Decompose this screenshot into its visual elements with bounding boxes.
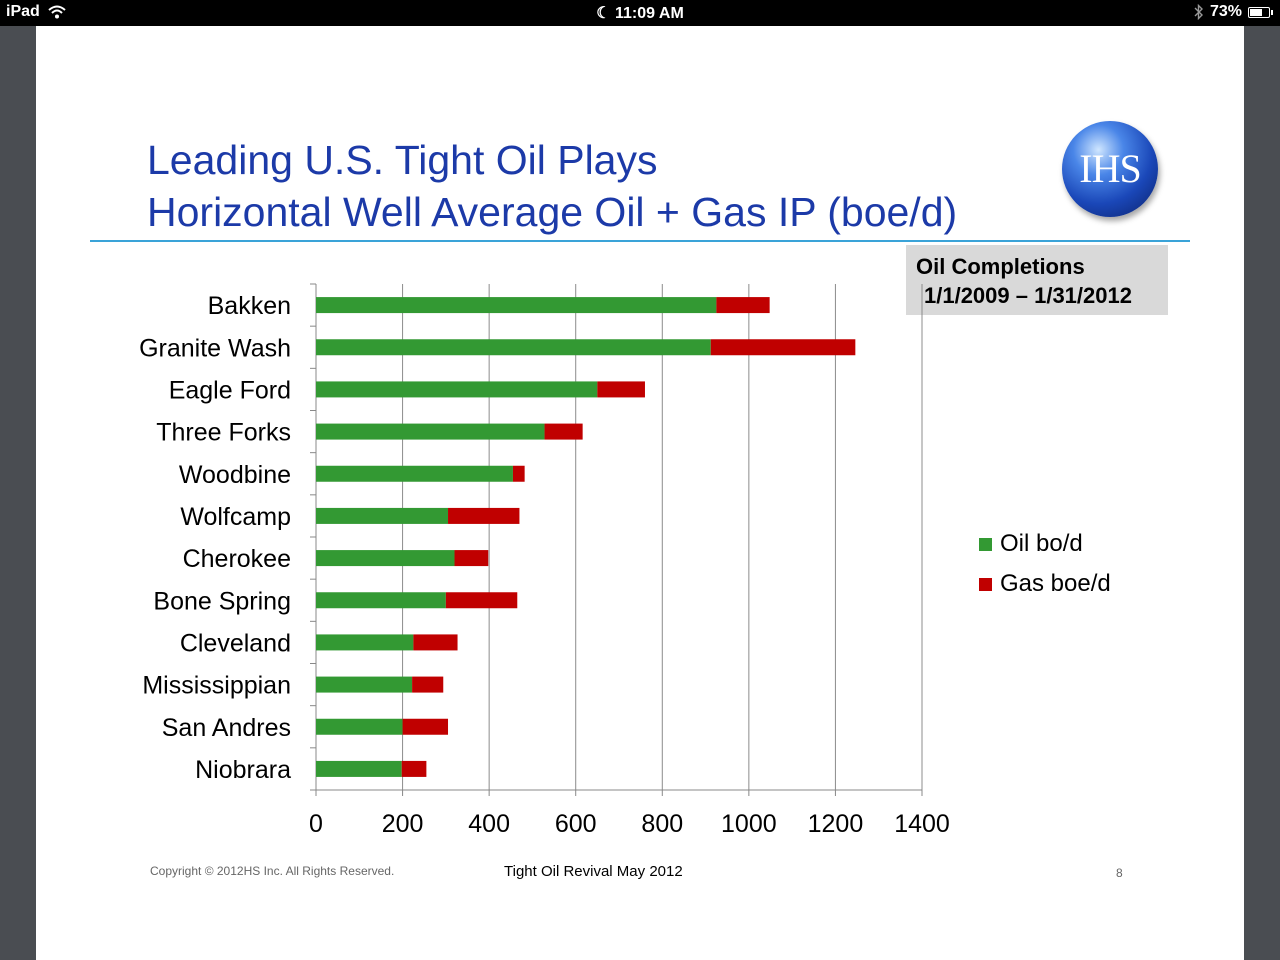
bar-oil bbox=[316, 550, 455, 567]
category-label: Bakken bbox=[208, 292, 291, 320]
status-bar-right: 73% bbox=[1194, 3, 1273, 21]
category-label: Eagle Ford bbox=[169, 376, 291, 404]
category-label: Bone Spring bbox=[153, 587, 291, 615]
ihs-logo: IHS bbox=[1062, 121, 1158, 217]
x-tick-label: 200 bbox=[382, 810, 424, 838]
x-tick-label: 400 bbox=[468, 810, 510, 838]
bar-chart: 0 200 400 600 800 1000 1200 1400 Bakken Granite W… bbox=[139, 283, 950, 838]
bar-oil bbox=[316, 760, 402, 777]
bar-gas bbox=[445, 592, 518, 609]
bar-gas bbox=[454, 550, 489, 567]
footer-title: Tight Oil Revival May 2012 bbox=[504, 863, 683, 880]
category-label: Three Forks bbox=[156, 419, 291, 447]
battery-percent: 73% bbox=[1209, 3, 1242, 20]
x-tick-label: 1000 bbox=[721, 810, 777, 838]
bluetooth-icon bbox=[1194, 4, 1203, 20]
bar-oil bbox=[316, 634, 414, 651]
title-divider bbox=[90, 240, 1190, 242]
slide: Leading U.S. Tight Oil Plays Horizontal … bbox=[36, 26, 1244, 960]
battery-icon bbox=[1248, 6, 1273, 18]
bar-oil bbox=[316, 381, 598, 398]
category-label: Granite Wash bbox=[139, 334, 291, 362]
x-tick-label: 1200 bbox=[808, 810, 864, 838]
bar-oil bbox=[316, 718, 403, 735]
bar-oil bbox=[316, 676, 413, 693]
title-line-2: Horizontal Well Average Oil + Gas IP (bo… bbox=[147, 189, 958, 235]
bar-gas bbox=[412, 676, 444, 693]
category-label: Cleveland bbox=[180, 629, 291, 657]
x-tick-label: 800 bbox=[641, 810, 683, 838]
battery-fill bbox=[1250, 8, 1263, 16]
device-name: iPad bbox=[6, 3, 40, 20]
category-label: San Andres bbox=[162, 714, 291, 742]
chart-legend: Oil bo/d Gas boe/d bbox=[979, 524, 1111, 604]
bar-oil bbox=[316, 465, 513, 482]
category-label: Mississippian bbox=[142, 672, 291, 700]
slide-title: Leading U.S. Tight Oil Plays Horizontal … bbox=[147, 134, 957, 238]
bar-oil bbox=[316, 507, 449, 524]
legend-swatch-gas bbox=[979, 577, 992, 591]
status-bar-left: iPad bbox=[6, 3, 66, 21]
bar-oil bbox=[316, 297, 717, 314]
clock: 11:09 AM bbox=[615, 5, 684, 22]
x-tick-label: 1400 bbox=[894, 810, 950, 838]
title-line-1: Leading U.S. Tight Oil Plays bbox=[147, 137, 658, 183]
category-label: Cherokee bbox=[183, 545, 291, 573]
wifi-icon bbox=[48, 5, 66, 19]
legend-swatch-oil bbox=[979, 537, 992, 551]
bar-gas bbox=[402, 718, 449, 735]
page-number: 8 bbox=[1116, 866, 1123, 880]
category-label: Niobrara bbox=[195, 756, 291, 784]
bar-gas bbox=[413, 634, 458, 651]
bar-gas bbox=[544, 423, 583, 440]
legend-label-gas: Gas boe/d bbox=[1000, 570, 1111, 597]
bar-gas bbox=[716, 297, 770, 314]
legend-item-oil: Oil bo/d bbox=[979, 524, 1111, 564]
copyright-text: Copyright © 2012HS Inc. All Rights Reser… bbox=[150, 864, 395, 878]
category-label: Wolfcamp bbox=[180, 503, 291, 531]
note-line-2: 1/1/2009 – 1/31/2012 bbox=[924, 283, 1132, 308]
x-tick-label: 0 bbox=[309, 810, 323, 838]
bar-gas bbox=[448, 507, 520, 524]
bar-oil bbox=[316, 592, 446, 609]
x-tick-label: 600 bbox=[555, 810, 597, 838]
bar-oil bbox=[316, 423, 545, 440]
bar-oil bbox=[316, 339, 711, 356]
moon-icon: ☾ bbox=[596, 5, 611, 22]
bar-gas bbox=[512, 465, 525, 482]
legend-label-oil: Oil bo/d bbox=[1000, 530, 1083, 557]
bar-gas bbox=[597, 381, 645, 398]
status-bar-center: ☾ 11:09 AM bbox=[0, 3, 1280, 23]
bar-gas bbox=[710, 339, 856, 356]
logo-text: IHS bbox=[1079, 146, 1141, 191]
bar-gas bbox=[401, 760, 427, 777]
date-range-note: Oil Completions 1/1/2009 – 1/31/2012 bbox=[906, 245, 1168, 315]
note-line-1: Oil Completions bbox=[916, 254, 1085, 279]
legend-item-gas: Gas boe/d bbox=[979, 564, 1111, 604]
category-label: Woodbine bbox=[179, 461, 291, 489]
status-bar: iPad ☾ 11:09 AM 73% bbox=[0, 0, 1280, 26]
